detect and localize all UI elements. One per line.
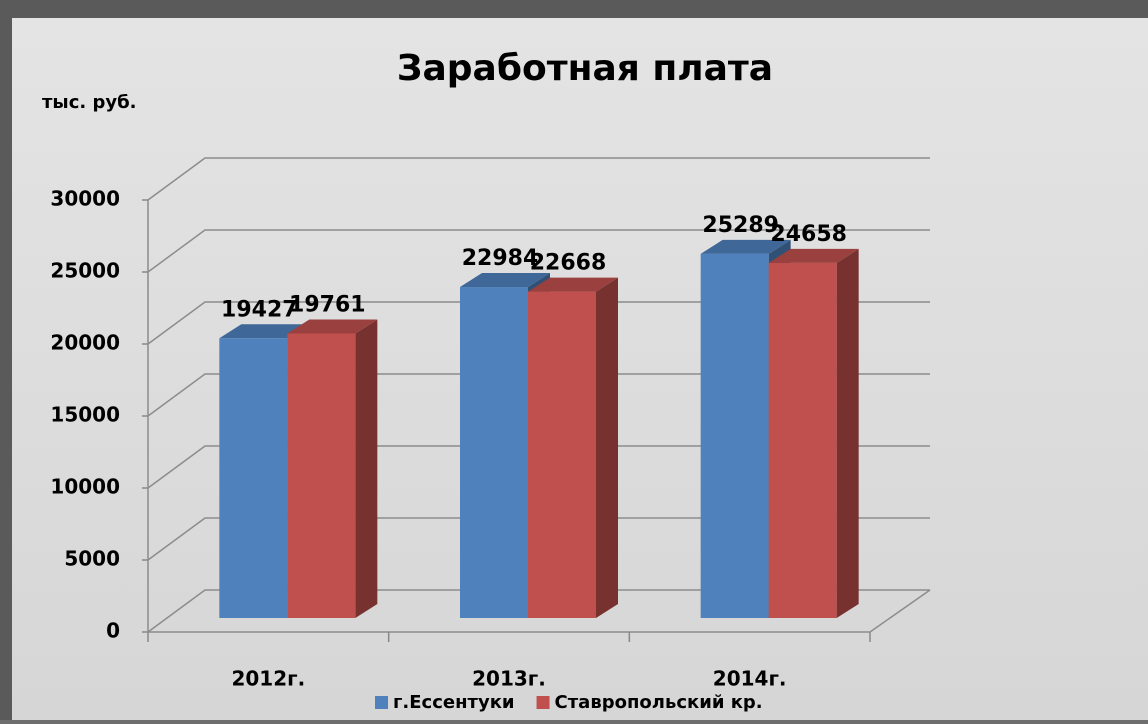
bar-top [528, 277, 618, 292]
bar-top [287, 319, 378, 334]
bar-top [768, 248, 859, 263]
bar-side [355, 319, 378, 618]
legend-label: г.Ессентуки [393, 692, 515, 713]
grid-line [147, 589, 930, 633]
value-label: 25289 [702, 213, 779, 238]
x-tick-label: 2012г. [231, 667, 305, 691]
grid-line [147, 373, 930, 417]
y-tick-label: 0 [106, 619, 120, 643]
y-tick-label: 30000 [50, 187, 120, 211]
grid-line [147, 229, 930, 273]
bar-top [700, 239, 791, 254]
bar-side [596, 277, 618, 618]
y-axis-label: тыс. руб. [42, 92, 137, 113]
bar-top [219, 324, 310, 339]
x-tick-label: 2013г. [472, 667, 546, 691]
bar [700, 253, 769, 619]
bar [287, 333, 356, 618]
y-tick-label: 15000 [50, 403, 120, 427]
grid-line [147, 301, 930, 345]
chart-title: Заработная плата [397, 48, 773, 89]
value-label: 22668 [530, 251, 607, 276]
y-tick-label: 5000 [64, 547, 120, 571]
grid-line [147, 445, 930, 489]
bar-side [836, 248, 859, 618]
value-label: 24658 [770, 222, 847, 247]
grid-line [147, 157, 930, 201]
bar [219, 338, 288, 618]
y-tick-label: 20000 [50, 331, 120, 355]
grid-line [147, 517, 930, 561]
value-label: 22984 [462, 246, 539, 271]
bar [768, 262, 837, 618]
x-tick-label: 2014г. [713, 667, 787, 691]
value-label: 19761 [289, 292, 366, 317]
bar [460, 287, 528, 618]
bar [528, 291, 596, 618]
y-tick-label: 10000 [50, 475, 120, 499]
legend-label: Ставропольский кр. [555, 692, 763, 713]
legend-swatch [375, 696, 388, 709]
value-label: 19427 [221, 297, 298, 322]
legend-swatch [536, 696, 550, 709]
bar-top [460, 273, 550, 288]
y-tick-label: 25000 [50, 259, 120, 283]
